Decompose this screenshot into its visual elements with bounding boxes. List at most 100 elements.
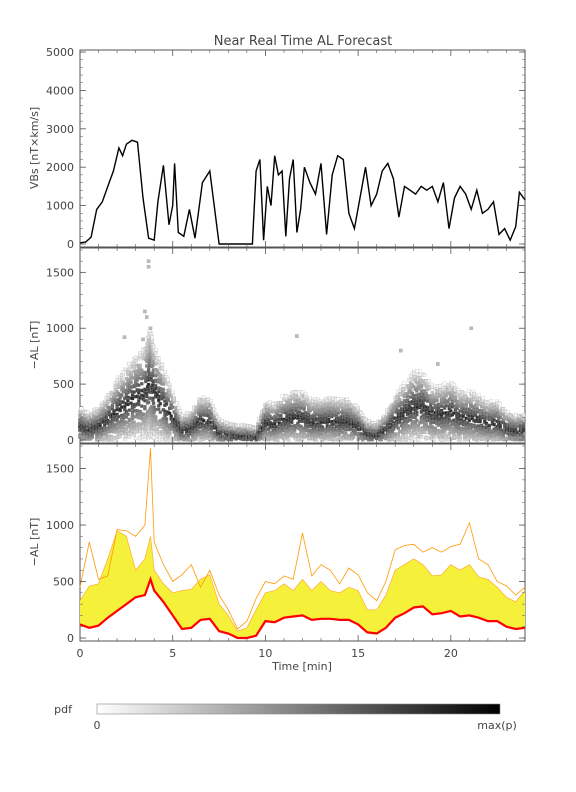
ylabel-al-pdf: −AL [nT] <box>28 321 41 370</box>
pdf-cell <box>141 394 146 398</box>
pdf-cell <box>145 391 149 396</box>
pdf-cell <box>112 409 116 413</box>
x-tick-label: 0 <box>77 647 84 660</box>
pdf-cell <box>299 406 303 410</box>
pdf-cell <box>201 418 206 423</box>
pdf-cell <box>115 407 119 412</box>
pdf-cell-outlier <box>469 326 473 330</box>
pdf-cell <box>407 378 411 382</box>
pdf-cell <box>132 390 136 394</box>
pdf-cell <box>167 385 172 389</box>
pdf-cell-outlier <box>295 334 299 338</box>
ylabel-vbs: VBs [nT×km/s] <box>28 107 41 189</box>
colorbar-label: pdf <box>54 703 73 716</box>
y-tick-label: 0 <box>67 238 74 251</box>
pdf-cell <box>171 405 175 409</box>
pdf-cell <box>415 418 419 423</box>
pdf-cell <box>282 398 286 402</box>
pdf-cell <box>340 406 345 410</box>
pdf-cell <box>171 389 175 394</box>
pdf-cell <box>327 417 331 422</box>
pdf-cell <box>441 411 445 415</box>
pdf-cell <box>266 418 271 422</box>
pdf-cell <box>177 406 181 410</box>
pdf-cell <box>458 435 462 439</box>
pdf-cell <box>453 396 458 400</box>
pdf-cell <box>116 414 121 419</box>
pdf-cell <box>277 421 282 425</box>
pdf-cell <box>484 411 489 416</box>
pdf-cell <box>461 414 465 418</box>
pdf-cell <box>188 438 192 442</box>
pdf-cell <box>436 402 441 407</box>
pdf-cell <box>130 393 135 398</box>
pdf-cell <box>521 424 526 428</box>
pdf-cell <box>439 438 444 442</box>
pdf-cell <box>160 366 164 370</box>
pdf-cell <box>432 400 436 404</box>
pdf-cell <box>288 399 292 403</box>
pdf-cell <box>152 356 156 360</box>
pdf-cell <box>333 437 337 441</box>
pdf-cell <box>408 395 413 399</box>
pdf-cell <box>435 398 439 403</box>
pdf-cell <box>314 417 319 421</box>
pdf-cell <box>456 390 461 395</box>
pdf-cell <box>143 407 147 411</box>
chart-title: Near Real Time AL Forecast <box>214 34 393 49</box>
y-tick-label: 0 <box>67 632 74 645</box>
pdf-cell <box>302 407 306 411</box>
pdf-cell <box>495 407 499 411</box>
pdf-cell <box>155 433 159 438</box>
pdf-cell <box>274 425 278 429</box>
y-tick-label: 1000 <box>46 519 74 532</box>
pdf-cell <box>152 431 156 436</box>
pdf-cell <box>294 390 299 395</box>
pdf-cell <box>419 385 424 389</box>
pdf-cell <box>422 373 427 377</box>
pdf-cell <box>120 428 124 432</box>
pdf-cell <box>137 402 141 406</box>
pdf-cell <box>126 412 130 416</box>
pdf-cell <box>425 436 430 440</box>
pdf-cell <box>118 434 122 439</box>
pdf-cell <box>444 404 448 408</box>
pdf-cell <box>415 369 419 373</box>
pdf-cell <box>486 435 490 440</box>
pdf-cell <box>155 426 159 431</box>
pdf-cell <box>402 387 407 391</box>
pdf-cell <box>152 426 156 430</box>
pdf-cell <box>452 382 456 387</box>
pdf-cell <box>422 430 427 435</box>
pdf-cell <box>300 390 305 394</box>
pdf-cell <box>158 374 163 378</box>
pdf-cell <box>212 407 217 412</box>
forecast-max-line <box>79 448 526 630</box>
pdf-cell <box>121 400 125 404</box>
pdf-cell <box>154 351 158 355</box>
pdf-cell <box>164 417 169 421</box>
vbs-plot <box>79 139 526 245</box>
pdf-cell <box>268 400 272 405</box>
y-tick-label: 1000 <box>46 200 74 213</box>
colorbar-max-label: max(p) <box>477 719 517 732</box>
pdf-cell <box>506 410 510 414</box>
pdf-cell <box>442 381 447 386</box>
pdf-cell <box>110 403 115 408</box>
pdf-cell <box>103 408 107 413</box>
pdf-cell <box>126 395 130 400</box>
pdf-cell <box>351 435 356 439</box>
y-tick-label: 1500 <box>46 463 74 476</box>
pdf-cell <box>78 413 82 418</box>
pdf-cell <box>161 382 166 386</box>
colorbar-min-label: 0 <box>94 719 101 732</box>
pdf-cell <box>498 424 502 429</box>
pdf-cell <box>280 394 285 398</box>
pdf-cell <box>319 431 323 436</box>
forecast-lower-line <box>79 575 526 640</box>
pdf-cell <box>425 415 430 420</box>
pdf-cell <box>413 437 417 441</box>
pdf-cell <box>280 427 285 431</box>
